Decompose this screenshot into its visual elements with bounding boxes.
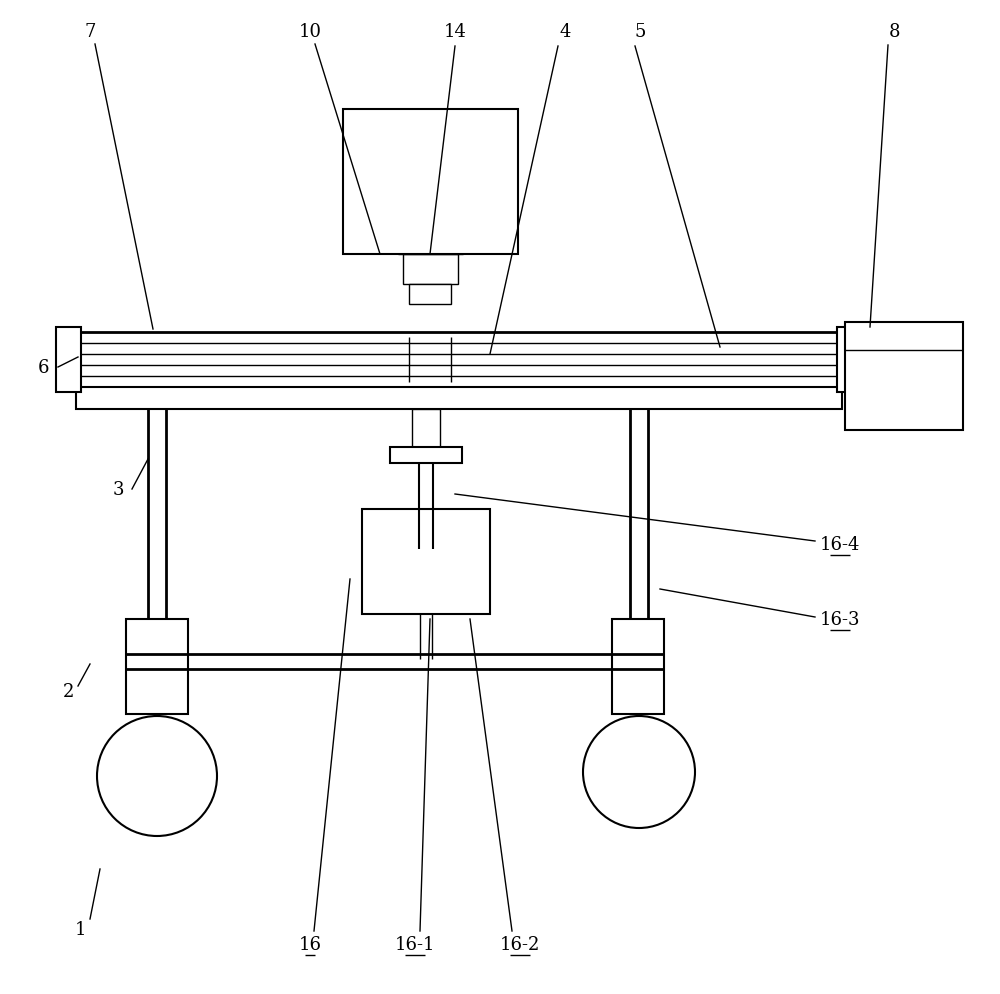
Text: 10: 10	[299, 23, 322, 41]
Bar	[126, 619, 188, 715]
Bar	[76, 388, 842, 410]
Text: 16-2: 16-2	[500, 935, 540, 953]
Text: 8: 8	[889, 23, 901, 41]
Bar	[390, 447, 462, 463]
Bar	[409, 284, 451, 305]
Circle shape	[583, 717, 695, 828]
Bar	[412, 410, 440, 447]
Bar	[343, 110, 518, 254]
Text: 14: 14	[444, 23, 466, 41]
Text: 2: 2	[62, 682, 74, 701]
Text: 16-3: 16-3	[820, 610, 860, 628]
Bar	[56, 328, 81, 393]
Bar	[845, 323, 963, 430]
Bar	[78, 333, 840, 388]
Bar	[612, 619, 664, 715]
Text: 5: 5	[634, 23, 646, 41]
Bar	[837, 328, 862, 393]
Text: 6: 6	[37, 359, 49, 377]
Text: 16-4: 16-4	[820, 536, 860, 554]
Bar	[403, 254, 458, 284]
Text: 16-1: 16-1	[395, 935, 435, 953]
Text: 1: 1	[74, 920, 86, 938]
Bar	[362, 510, 490, 614]
Text: 4: 4	[559, 23, 571, 41]
Text: 3: 3	[112, 480, 124, 499]
Circle shape	[97, 717, 217, 836]
Text: 16: 16	[299, 935, 322, 953]
Text: 7: 7	[84, 23, 96, 41]
